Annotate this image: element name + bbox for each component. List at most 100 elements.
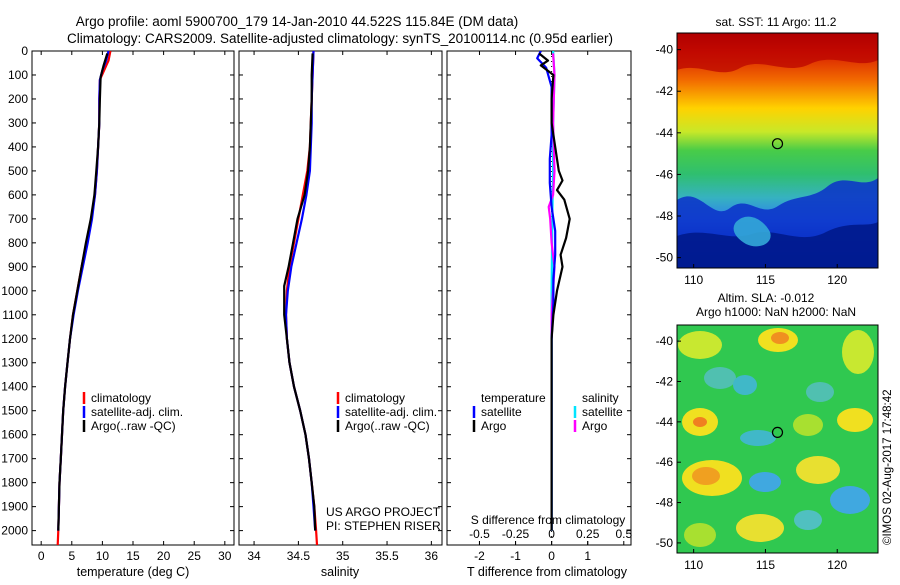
series-line-temperature-argo bbox=[538, 52, 571, 531]
sla-positive-patch bbox=[678, 331, 722, 359]
depth-tick-label: 1700 bbox=[1, 452, 28, 466]
temperature-panel: 0100200300400500600700800900100011001200… bbox=[1, 44, 235, 579]
salinity-legend: climatology satellite-adj. clim. Argo(..… bbox=[336, 391, 437, 433]
depth-tick-label: 1400 bbox=[1, 380, 28, 394]
imos-credit: ©IMOS 02-Aug-2017 17:48:42 bbox=[882, 389, 894, 545]
depth-tick-label: 800 bbox=[8, 236, 28, 250]
sla-positive-patch bbox=[684, 523, 716, 547]
x-tick-label: 25 bbox=[188, 549, 202, 563]
legend-label-climatology: climatology bbox=[91, 391, 151, 405]
latitude-tick-label: -40 bbox=[656, 43, 674, 57]
latitude-tick-label: -46 bbox=[656, 167, 674, 181]
legend-heading-temperature: temperature bbox=[481, 391, 546, 405]
temperature-legend: climatology satellite-adj. clim. Argo(..… bbox=[82, 391, 183, 433]
sla-positive-patch bbox=[793, 414, 823, 436]
latitude-tick-label: -42 bbox=[656, 84, 674, 98]
x-tick-label: -0.5 bbox=[469, 527, 490, 541]
argo-depth-heights: Argo h1000: NaN h2000: NaN bbox=[696, 305, 856, 319]
salinity-x-label: salinity bbox=[321, 565, 360, 579]
depth-tick-label: 900 bbox=[8, 260, 28, 274]
x-tick-label: -0.25 bbox=[502, 527, 530, 541]
pi-credit: PI: STEPHEN RISER bbox=[326, 519, 441, 533]
latitude-tick-label: -40 bbox=[656, 334, 674, 348]
x-tick-label: 36 bbox=[425, 549, 439, 563]
legend-label-t-satellite: satellite bbox=[481, 405, 522, 419]
sla-map: Altim. SLA: -0.012 Argo h1000: NaN h2000… bbox=[656, 291, 879, 572]
figure-title-line1: Argo profile: aoml 5900700_179 14-Jan-20… bbox=[76, 14, 519, 29]
x-tick-label: 10 bbox=[96, 549, 110, 563]
x-tick-label: 30 bbox=[218, 549, 232, 563]
latitude-tick-label: -44 bbox=[656, 415, 674, 429]
depth-tick-label: 400 bbox=[8, 140, 28, 154]
legend-label-s-argo: Argo bbox=[582, 419, 608, 433]
legend-label-climatology: climatology bbox=[345, 391, 405, 405]
series-line-argo-raw-qc- bbox=[57, 53, 109, 531]
legend-label-satellite: satellite-adj. clim. bbox=[91, 405, 183, 419]
difference-panel: -2 -1 0 1 -0.5 -0.25 0 0.25 0.5 T difference fr… bbox=[446, 50, 632, 579]
latitude-tick-label: -50 bbox=[656, 251, 674, 265]
sla-latitude-axis: -40 -42 -44 -46 -48 -50 bbox=[656, 334, 681, 550]
legend-label-t-argo: Argo bbox=[481, 419, 507, 433]
depth-tick-label: 1300 bbox=[1, 356, 28, 370]
sla-strong-positive-patch bbox=[693, 417, 707, 427]
salinity-panel: 34 34.5 35 35.5 36 salinity climatology sate… bbox=[238, 50, 443, 579]
salinity-series bbox=[283, 51, 319, 545]
legend-label-argo: Argo(..raw -QC) bbox=[345, 419, 430, 433]
x-tick-label: 15 bbox=[126, 549, 140, 563]
depth-tick-label: 1800 bbox=[1, 476, 28, 490]
salinity-axes-frame bbox=[238, 50, 443, 546]
depth-tick-label: 2000 bbox=[1, 524, 28, 538]
depth-tick-label: 1900 bbox=[1, 500, 28, 514]
sla-strong-positive-patch bbox=[692, 467, 720, 485]
sla-negative-patch bbox=[749, 472, 781, 492]
sst-cold-core-region bbox=[677, 222, 878, 268]
legend-heading-salinity: salinity bbox=[582, 391, 619, 405]
project-credit: US ARGO PROJECT bbox=[326, 505, 441, 519]
depth-tick-label: 600 bbox=[8, 188, 28, 202]
temperature-x-label: temperature (deg C) bbox=[77, 565, 190, 579]
depth-tick-label: 0 bbox=[21, 44, 28, 58]
temperature-axes-frame bbox=[31, 50, 235, 546]
x-tick-label: 0.25 bbox=[576, 527, 600, 541]
depth-tick-label: 1600 bbox=[1, 428, 28, 442]
salinity-x-axis: 34 34.5 35 35.5 36 bbox=[247, 51, 438, 563]
x-tick-label: 0 bbox=[548, 549, 555, 563]
sst-latitude-axis: -40 -42 -44 -46 -48 -50 bbox=[656, 43, 681, 265]
sla-positive-patch bbox=[842, 330, 874, 374]
legend-label-argo: Argo(..raw -QC) bbox=[91, 419, 176, 433]
depth-tick-label: 1000 bbox=[1, 284, 28, 298]
legend-label-s-satellite: satellite bbox=[582, 405, 623, 419]
longitude-tick-label: 110 bbox=[684, 273, 703, 287]
depth-tick-label: 500 bbox=[8, 164, 28, 178]
t-difference-x-label: T difference from climatology bbox=[467, 565, 628, 579]
sst-map-title: sat. SST: 11 Argo: 11.2 bbox=[716, 15, 837, 29]
latitude-tick-label: -44 bbox=[656, 126, 674, 140]
longitude-tick-label: 110 bbox=[684, 558, 703, 572]
difference-axes-frame bbox=[446, 50, 632, 546]
argo-position-marker bbox=[771, 138, 784, 150]
series-line-argo-raw-qc- bbox=[283, 53, 317, 531]
longitude-tick-label: 115 bbox=[756, 273, 775, 287]
sst-longitude-axis: 110 115 120 bbox=[684, 264, 848, 287]
latitude-tick-label: -46 bbox=[656, 455, 674, 469]
x-tick-label: 35 bbox=[336, 549, 350, 563]
figure-title-line2: Climatology: CARS2009. Satellite-adjuste… bbox=[67, 31, 613, 46]
sla-positive-patch bbox=[837, 408, 873, 432]
depth-tick-label: 1200 bbox=[1, 332, 28, 346]
sst-eddy bbox=[733, 216, 771, 247]
depth-tick-label: 1100 bbox=[2, 308, 28, 322]
sla-strong-positive-patch bbox=[771, 332, 789, 344]
x-tick-label: 35.5 bbox=[375, 549, 399, 563]
x-tick-label: 34.5 bbox=[287, 549, 311, 563]
sla-anomaly-patches bbox=[678, 328, 874, 547]
x-tick-label: 34 bbox=[247, 549, 261, 563]
depth-tick-label: 100 bbox=[8, 68, 28, 82]
sla-negative-patch bbox=[794, 510, 822, 530]
difference-series bbox=[536, 51, 571, 531]
x-tick-label: 0 bbox=[548, 527, 555, 541]
sst-map-frame bbox=[676, 32, 879, 269]
depth-axis: 0 100 200 300 400 500 600 700 800 900 1000 1100 1200… bbox=[1, 44, 234, 538]
sla-positive-patch bbox=[736, 514, 784, 542]
longitude-tick-label: 120 bbox=[827, 273, 847, 287]
